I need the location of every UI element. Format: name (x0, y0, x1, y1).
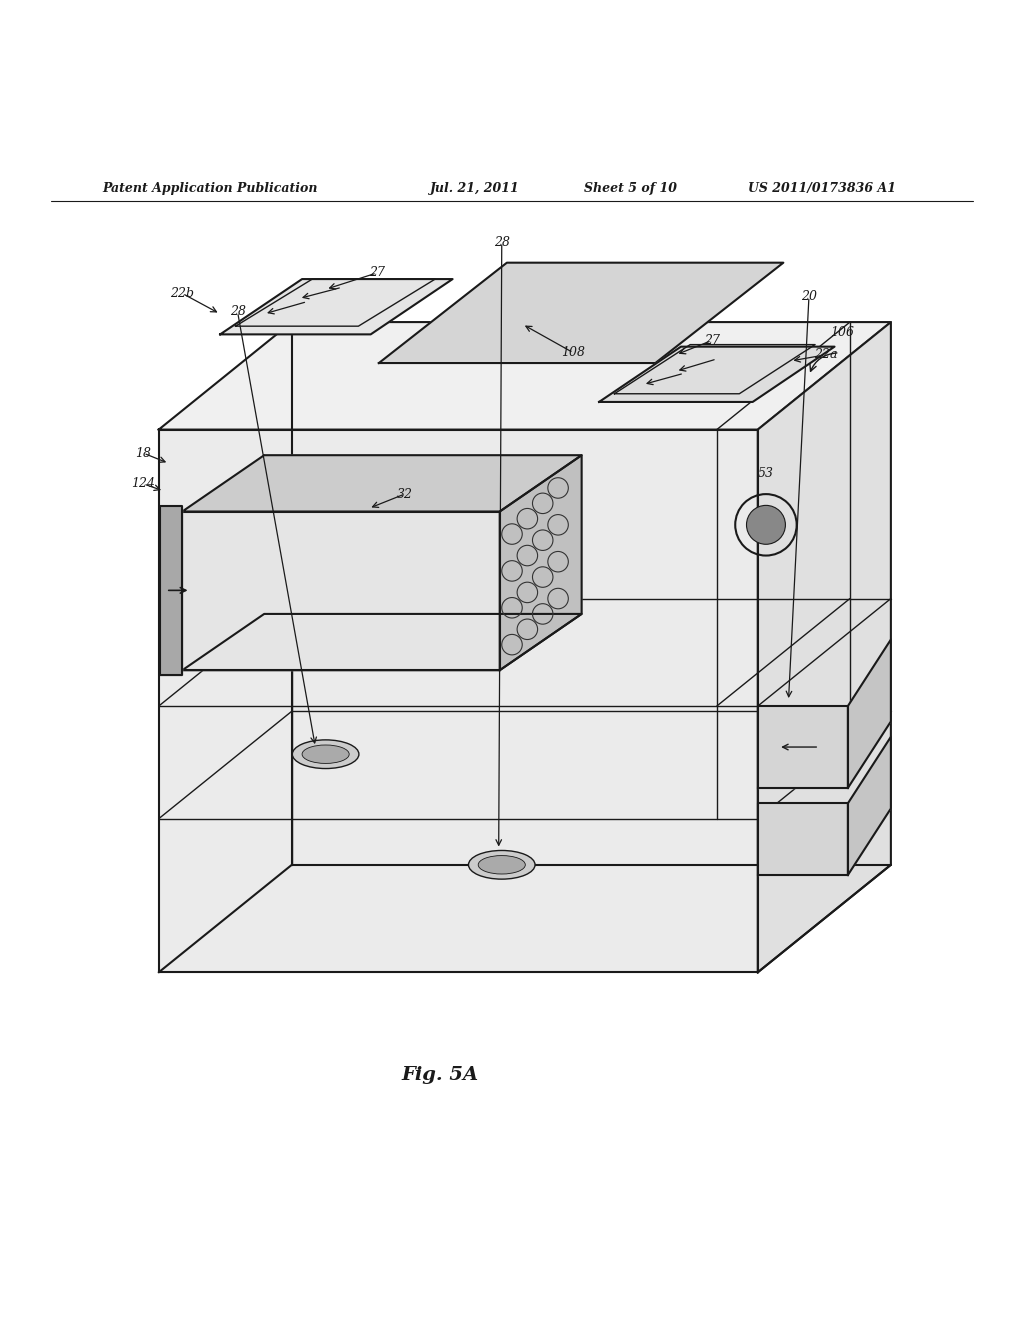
Polygon shape (758, 322, 891, 973)
Text: 22b: 22b (170, 286, 195, 300)
Text: 18: 18 (135, 446, 152, 459)
Text: 20: 20 (801, 290, 817, 304)
Circle shape (746, 506, 785, 544)
Polygon shape (182, 455, 582, 512)
Ellipse shape (302, 744, 349, 763)
Polygon shape (160, 507, 182, 676)
Text: Patent Application Publication: Patent Application Publication (102, 182, 317, 195)
Ellipse shape (469, 850, 535, 879)
Polygon shape (848, 639, 891, 788)
Polygon shape (182, 512, 500, 671)
Text: Fig. 5A: Fig. 5A (401, 1065, 479, 1084)
Polygon shape (848, 737, 891, 875)
Text: Sheet 5 of 10: Sheet 5 of 10 (584, 182, 677, 195)
Text: 28: 28 (229, 305, 246, 318)
Text: 53: 53 (758, 467, 774, 480)
Ellipse shape (293, 741, 359, 768)
Text: 22a: 22a (814, 348, 837, 362)
Text: Jul. 21, 2011: Jul. 21, 2011 (430, 182, 520, 195)
Text: 106: 106 (829, 326, 854, 339)
Polygon shape (159, 429, 758, 973)
Text: 28: 28 (494, 236, 510, 248)
Polygon shape (379, 263, 783, 363)
Text: 32: 32 (396, 487, 413, 500)
Polygon shape (167, 545, 233, 631)
Polygon shape (182, 614, 582, 671)
Text: 124: 124 (131, 478, 156, 490)
Text: 108: 108 (561, 346, 586, 359)
Text: US 2011/0173836 A1: US 2011/0173836 A1 (748, 182, 896, 195)
Polygon shape (758, 804, 848, 875)
Polygon shape (758, 706, 848, 788)
Polygon shape (220, 279, 453, 334)
Polygon shape (500, 455, 582, 671)
Text: 27: 27 (703, 334, 720, 347)
Ellipse shape (478, 855, 525, 874)
FancyArrowPatch shape (810, 352, 837, 371)
Polygon shape (599, 347, 835, 403)
Text: 27: 27 (369, 267, 385, 280)
Polygon shape (159, 322, 891, 429)
Polygon shape (244, 545, 310, 631)
